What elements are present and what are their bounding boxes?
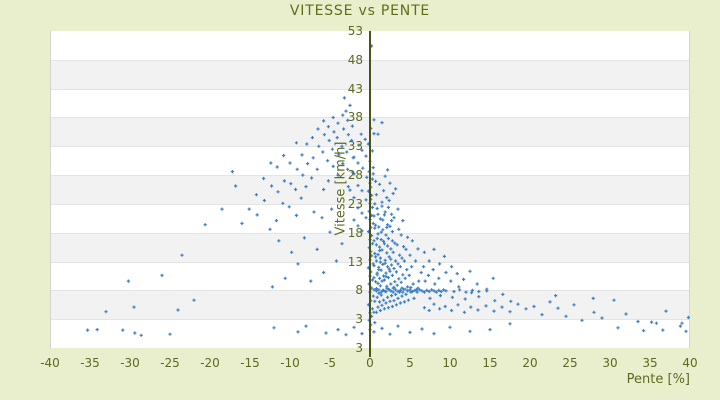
- x-tick-label: 30: [602, 356, 618, 370]
- x-tick-label: -20: [200, 356, 220, 370]
- x-tick-label: 15: [482, 356, 498, 370]
- x-tick-label: 20: [522, 356, 538, 370]
- y-tick-label: 3: [355, 312, 363, 327]
- x-tick-label: 5: [406, 356, 414, 370]
- y-tick-label: 3: [355, 341, 363, 355]
- y-tick-label: 53: [347, 24, 363, 38]
- x-tick-label: 40: [682, 356, 698, 370]
- y-tick-label: 8: [355, 283, 363, 298]
- y-tick-label: 13: [347, 254, 363, 269]
- x-tick-label: 10: [442, 356, 458, 370]
- x-tick-label: -30: [120, 356, 140, 370]
- y-tick-label: 38: [347, 110, 363, 125]
- chart-title: VITESSE vs PENTE: [289, 3, 431, 19]
- x-tick-label: -15: [240, 356, 260, 370]
- x-tick-label: -10: [280, 356, 300, 370]
- y-tick-label: 23: [347, 196, 363, 211]
- x-tick-label: -5: [324, 356, 336, 370]
- y-tick-label: 28: [347, 168, 363, 183]
- x-axis-title: Pente [%]: [626, 372, 690, 387]
- y-axis-title: Vitesse [km/h]: [333, 141, 349, 236]
- x-tick-label: 0: [366, 356, 374, 370]
- x-tick-label: -35: [80, 356, 100, 370]
- x-tick-label: 25: [562, 356, 578, 370]
- y-tick-label: 48: [347, 52, 363, 67]
- x-tick-label: -25: [160, 356, 180, 370]
- y-tick-label: 43: [347, 81, 363, 96]
- y-tick-label: 18: [347, 225, 363, 240]
- y-tick-label: 33: [347, 139, 363, 154]
- y-axis-line: [369, 31, 371, 357]
- x-tick-label: 35: [642, 356, 658, 370]
- x-tick-label: -40: [40, 356, 60, 370]
